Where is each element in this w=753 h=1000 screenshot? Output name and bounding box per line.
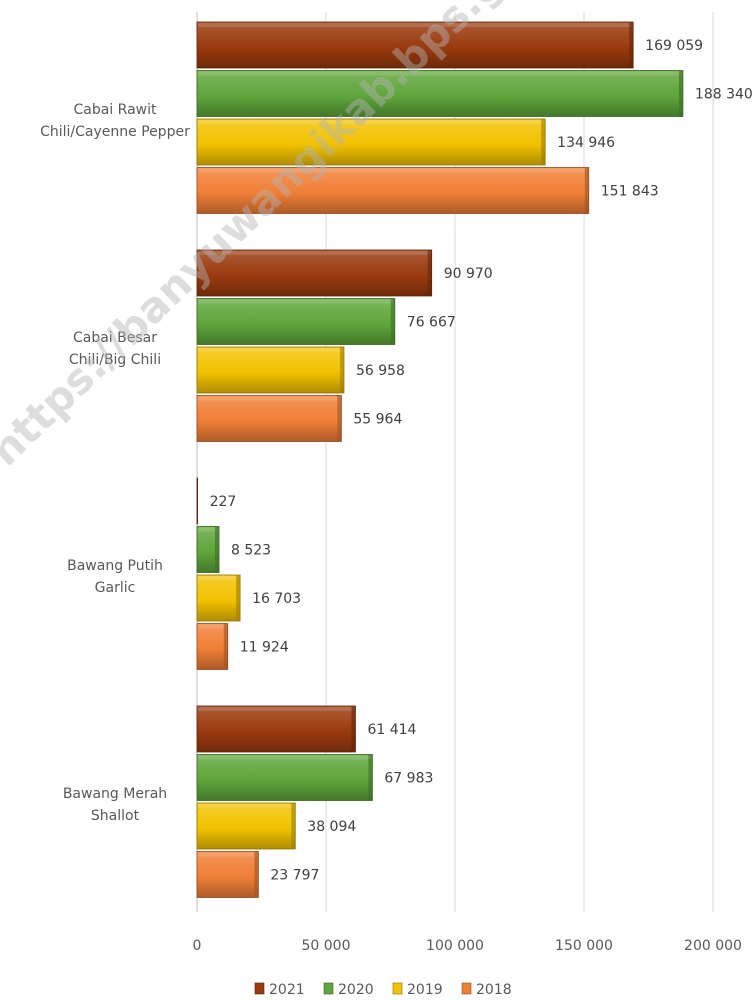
bar-edge bbox=[254, 851, 259, 898]
value-labels: 169 059 188 340 134 946 151 843 90 970 76 667… bbox=[210, 38, 753, 884]
bar-highlight bbox=[198, 168, 588, 173]
bar-2019 bbox=[196, 118, 546, 166]
category-label: Chili/Cayenne Pepper bbox=[40, 124, 190, 140]
category-label: Chili/Big Chili bbox=[69, 352, 161, 368]
bar-edge bbox=[541, 119, 546, 165]
bar-2021 bbox=[196, 705, 356, 753]
value-label: 38 094 bbox=[307, 819, 356, 835]
legend-swatch bbox=[461, 982, 472, 995]
value-label: 76 667 bbox=[407, 315, 456, 331]
bar-highlight bbox=[198, 120, 545, 124]
bar-highlight bbox=[198, 576, 240, 580]
value-label: 23 797 bbox=[270, 868, 319, 884]
bar-edge bbox=[427, 250, 432, 296]
category-labels: Cabai Rawit Chili/Cayenne Pepper Cabai Bes… bbox=[40, 102, 190, 824]
bar-2019 bbox=[196, 346, 345, 394]
bar-2018 bbox=[196, 623, 229, 670]
category-label: Garlic bbox=[95, 580, 136, 596]
bar-edge bbox=[584, 167, 589, 214]
bar-2020 bbox=[196, 754, 373, 801]
legend-label: 2018 bbox=[476, 982, 512, 998]
value-label: 16 703 bbox=[252, 591, 301, 607]
bar-edge bbox=[368, 754, 373, 801]
legend-label: 2019 bbox=[407, 982, 443, 998]
value-label: 67 983 bbox=[384, 771, 433, 787]
bars bbox=[196, 21, 684, 898]
category-label: Bawang Putih bbox=[67, 558, 163, 574]
legend: 2021 2020 2019 2018 bbox=[254, 982, 512, 998]
bar-2018 bbox=[196, 395, 342, 442]
legend-label: 2020 bbox=[338, 982, 374, 998]
bar-highlight bbox=[198, 23, 633, 27]
x-axis-ticks: 0 50 000 100 000 150 000 200 000 bbox=[193, 938, 742, 954]
category-label: Cabai Rawit bbox=[74, 102, 157, 118]
bar-edge bbox=[337, 395, 342, 442]
bar-edge bbox=[351, 706, 356, 752]
bar-edge bbox=[236, 575, 241, 621]
x-tick-label: 0 bbox=[193, 938, 202, 954]
bar-2020 bbox=[196, 298, 396, 345]
bar-edge bbox=[678, 70, 683, 117]
bar-edge bbox=[629, 22, 634, 68]
category-label: Cabai Besar bbox=[73, 330, 157, 346]
value-label: 8 523 bbox=[231, 543, 271, 559]
bar-2021 bbox=[196, 249, 433, 297]
bar-highlight bbox=[198, 624, 227, 629]
value-label: 90 970 bbox=[444, 266, 493, 282]
bar-2019 bbox=[196, 574, 241, 622]
x-tick-label: 150 000 bbox=[555, 938, 613, 954]
bar-highlight bbox=[198, 299, 394, 304]
x-tick-label: 200 000 bbox=[684, 938, 742, 954]
value-label: 151 843 bbox=[601, 184, 659, 200]
bar-2021 bbox=[196, 21, 634, 69]
value-label: 188 340 bbox=[695, 87, 753, 103]
legend-swatch bbox=[254, 982, 265, 995]
x-tick-label: 50 000 bbox=[302, 938, 351, 954]
bar-highlight bbox=[198, 852, 258, 857]
value-label: 11 924 bbox=[240, 640, 289, 656]
bar-highlight bbox=[198, 527, 218, 532]
bar-2018 bbox=[196, 851, 259, 898]
bar-edge bbox=[214, 526, 219, 573]
legend-label: 2021 bbox=[269, 982, 305, 998]
category-label: Shallot bbox=[91, 808, 140, 824]
value-label: 169 059 bbox=[645, 38, 703, 54]
value-label: 227 bbox=[210, 494, 237, 510]
bar-edge bbox=[339, 347, 344, 393]
bar-edge bbox=[291, 803, 296, 849]
bar-2018 bbox=[196, 167, 590, 214]
bar-highlight bbox=[198, 71, 682, 76]
value-label: 56 958 bbox=[356, 363, 405, 379]
bar-highlight bbox=[198, 348, 343, 352]
bar-highlight bbox=[198, 396, 341, 401]
bar-2020 bbox=[196, 70, 684, 117]
legend-swatch bbox=[392, 982, 403, 995]
bar-highlight bbox=[198, 804, 295, 808]
bar-edge bbox=[223, 623, 228, 670]
bar-highlight bbox=[198, 755, 372, 760]
category-label: Bawang Merah bbox=[63, 786, 167, 802]
bar-2021 bbox=[196, 477, 198, 525]
bar-highlight bbox=[198, 707, 355, 711]
value-label: 134 946 bbox=[557, 135, 615, 151]
value-label: 55 964 bbox=[353, 412, 402, 428]
legend-swatch bbox=[323, 982, 334, 995]
x-tick-label: 100 000 bbox=[426, 938, 484, 954]
value-label: 61 414 bbox=[367, 722, 416, 738]
bar-edge bbox=[390, 298, 395, 345]
bar-highlight bbox=[198, 251, 431, 255]
bar-2019 bbox=[196, 802, 296, 850]
